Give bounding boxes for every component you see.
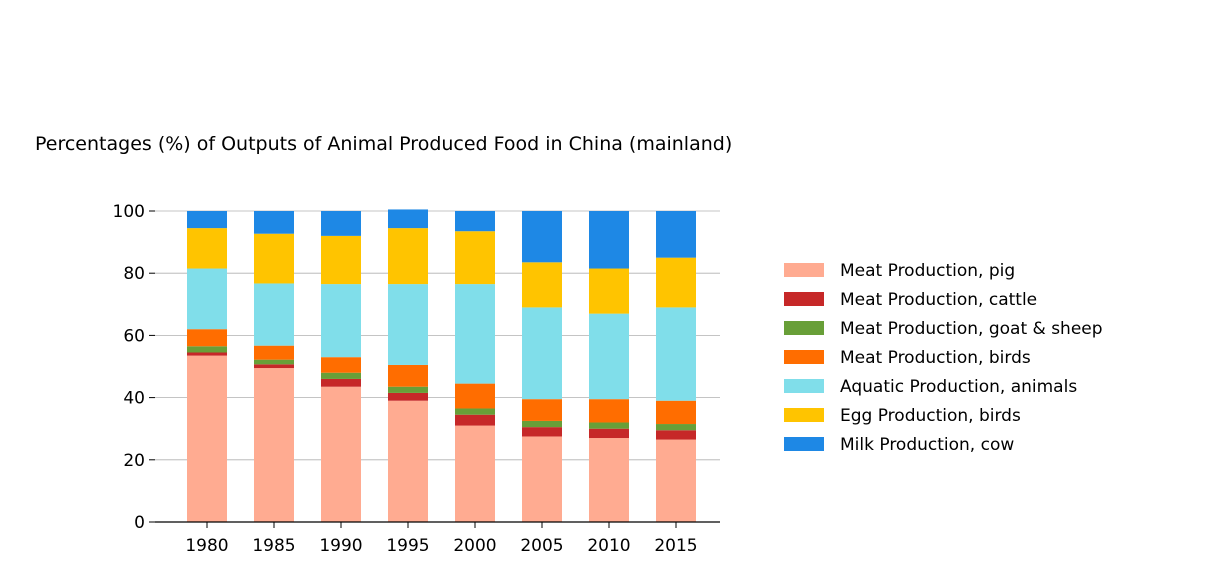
bar-2010-series-6	[589, 211, 629, 269]
bar-2015-series-6	[656, 211, 696, 258]
bar-2010-series-3	[589, 399, 629, 423]
x-tick-label-1995: 1995	[386, 536, 429, 556]
legend-swatch-1	[784, 292, 824, 306]
x-tick-labels: 1980 1985 1990 1995 2000 2005 2010 2015	[185, 522, 698, 556]
bar-1990-series-2	[321, 372, 361, 379]
bar-1985-series-6	[254, 211, 294, 234]
bar-2000-series-5	[455, 231, 495, 285]
bar-2000-series-4	[455, 284, 495, 384]
legend-swatch-2	[784, 321, 824, 335]
bar-1995-series-3	[388, 364, 428, 387]
bar-1990-series-0	[321, 386, 361, 522]
bar-2015-series-4	[656, 307, 696, 401]
bar-1980-series-5	[187, 228, 227, 269]
bar-2015-series-5	[656, 257, 696, 308]
legend-label-3: Meat Production, birds	[840, 348, 1031, 368]
bar-1985-series-3	[254, 345, 294, 360]
bar-2010-series-1	[589, 428, 629, 439]
legend-label-5: Egg Production, birds	[840, 406, 1021, 426]
bar-2000-series-6	[455, 211, 495, 232]
bar-1980-series-2	[187, 346, 227, 353]
x-tick-label-2005: 2005	[520, 536, 563, 556]
bar-2005-series-5	[522, 262, 562, 308]
bar-2015-series-2	[656, 424, 696, 431]
legend-swatch-3	[784, 350, 824, 364]
bar-2010-series-4	[589, 313, 629, 400]
bar-2005-series-1	[522, 427, 562, 437]
legend-swatch-0	[784, 263, 824, 277]
bar-1980-series-0	[187, 355, 227, 522]
bar-2005-series-4	[522, 307, 562, 400]
y-tick-label-20: 20	[123, 451, 145, 471]
bar-2005-series-2	[522, 420, 562, 428]
legend-label-6: Milk Production, cow	[840, 435, 1014, 455]
x-tick-label-2015: 2015	[654, 536, 697, 556]
bar-1980-series-1	[187, 352, 227, 356]
legend-label-4: Aquatic Production, animals	[840, 377, 1077, 397]
chart-title: Percentages (%) of Outputs of Animal Pro…	[35, 133, 732, 155]
bar-2000-series-0	[455, 425, 495, 522]
bar-1990-series-4	[321, 284, 361, 358]
legend-swatch-6	[784, 437, 824, 451]
bar-2010-series-5	[589, 268, 629, 314]
y-tick-label-40: 40	[123, 389, 145, 409]
x-tick-label-2010: 2010	[587, 536, 630, 556]
x-tick-label-1980: 1980	[185, 536, 228, 556]
bar-2010-series-2	[589, 422, 629, 429]
legend-swatch-4	[784, 379, 824, 393]
bar-2015-series-0	[656, 439, 696, 522]
bar-1990-series-6	[321, 211, 361, 236]
bar-1980-series-4	[187, 268, 227, 330]
bar-1985-series-4	[254, 283, 294, 346]
bar-2000-series-3	[455, 383, 495, 409]
legend: Meat Production, pig Meat Production, cat…	[784, 261, 1103, 455]
bar-2005-series-0	[522, 436, 562, 522]
bar-1990-series-5	[321, 235, 361, 285]
bar-2000-series-2	[455, 408, 495, 415]
legend-swatch-5	[784, 408, 824, 422]
legend-label-1: Meat Production, cattle	[840, 290, 1037, 310]
bar-2000-series-1	[455, 414, 495, 426]
bar-1995-series-0	[388, 400, 428, 522]
bar-1990-series-1	[321, 378, 361, 387]
x-tick-label-1985: 1985	[252, 536, 295, 556]
bar-1995-series-5	[388, 228, 428, 285]
y-tick-label-0: 0	[134, 513, 145, 533]
legend-label-0: Meat Production, pig	[840, 261, 1015, 281]
y-tick-labels: 0 20 40 60 80 100	[113, 202, 155, 533]
bar-1985-series-1	[254, 364, 294, 369]
bar-1995-series-1	[388, 392, 428, 401]
bar-1995-series-4	[388, 284, 428, 365]
y-tick-label-60: 60	[123, 326, 145, 346]
bar-2005-series-3	[522, 399, 562, 421]
bar-1985-series-0	[254, 368, 294, 522]
bar-1995-series-6	[388, 209, 428, 229]
bar-2015-series-3	[656, 400, 696, 425]
y-tick-label-80: 80	[123, 264, 145, 284]
gridlines	[155, 210, 720, 461]
bar-2015-series-1	[656, 430, 696, 440]
bar-1980-series-6	[187, 211, 227, 229]
x-tick-label-2000: 2000	[453, 536, 496, 556]
bar-2005-series-6	[522, 211, 562, 263]
y-tick-label-100: 100	[113, 202, 145, 222]
bar-1985-series-5	[254, 233, 294, 284]
bar-1995-series-2	[388, 386, 428, 393]
legend-label-2: Meat Production, goat & sheep	[840, 319, 1103, 339]
x-tick-label-1990: 1990	[319, 536, 362, 556]
bars-group	[187, 209, 696, 522]
bar-1980-series-3	[187, 329, 227, 347]
bar-2010-series-0	[589, 438, 629, 522]
bar-1990-series-3	[321, 357, 361, 373]
bar-1985-series-2	[254, 359, 294, 365]
